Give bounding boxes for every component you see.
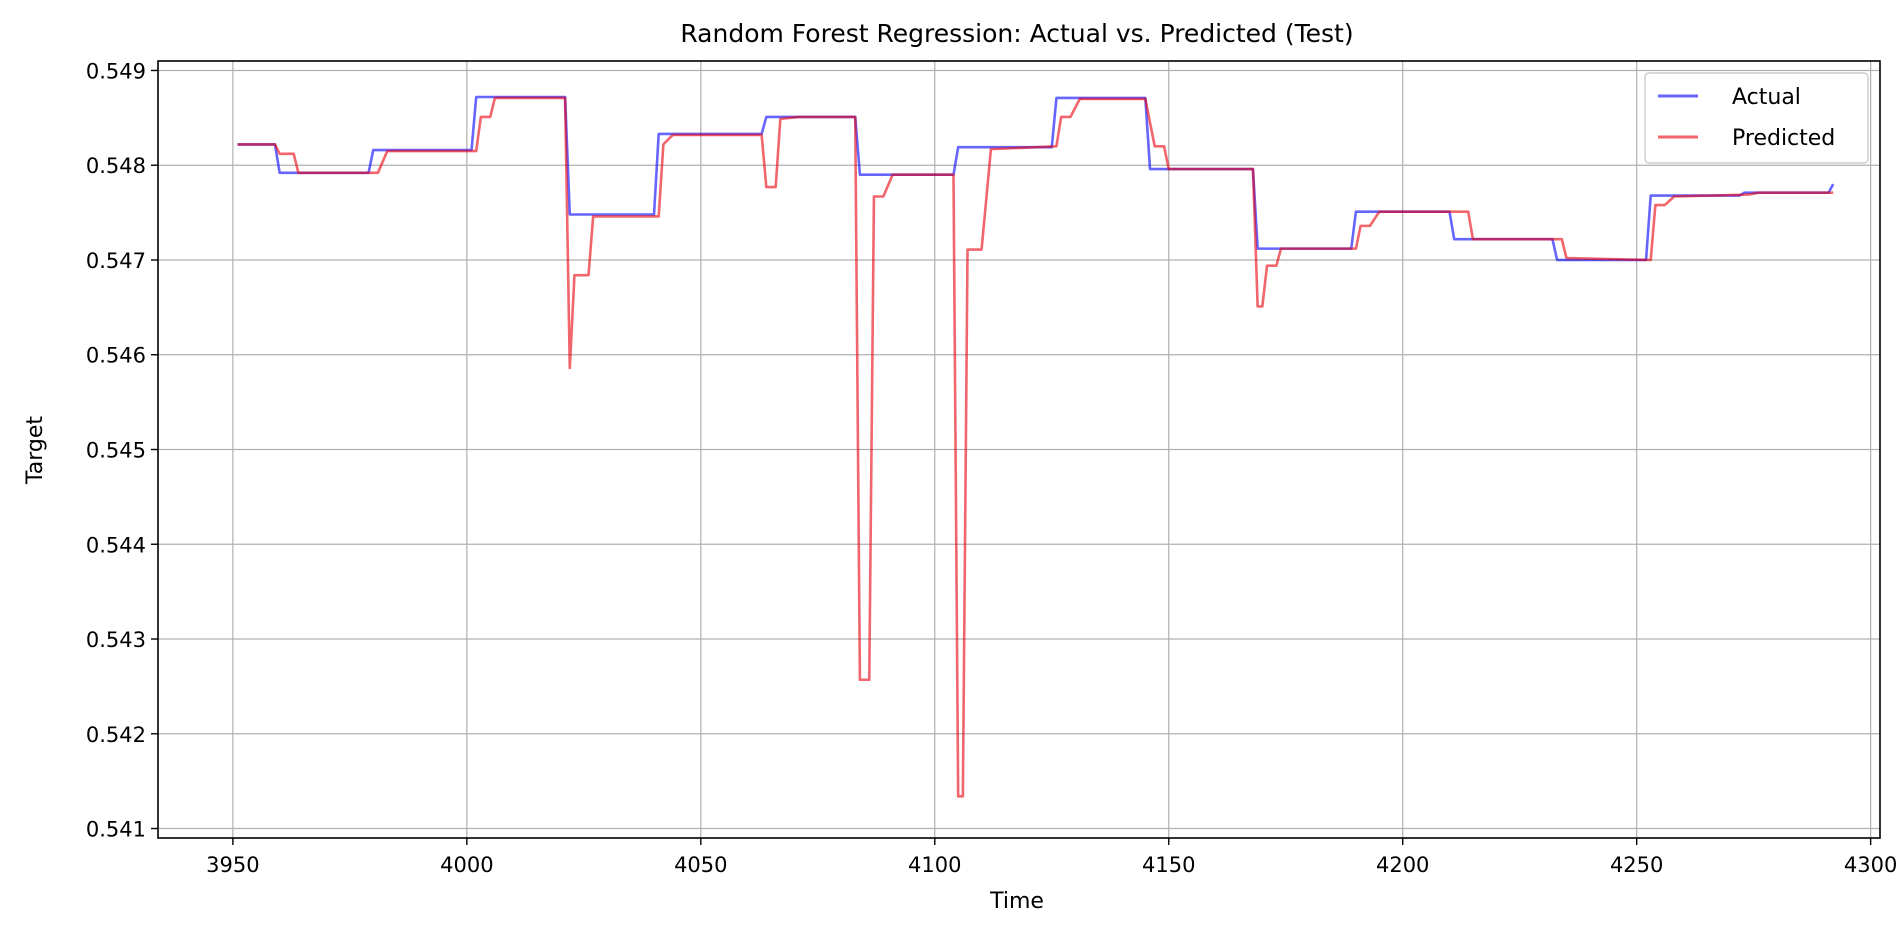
x-tick-label: 3950 [206,853,259,877]
y-tick-label: 0.546 [86,344,146,368]
y-tick-label: 0.544 [86,533,146,557]
y-tick-label: 0.541 [86,818,146,842]
x-tick-label: 4100 [908,853,961,877]
series-line-predicted [237,96,1834,798]
x-tick-label: 4050 [674,853,727,877]
axis-ticks: 3950 4000 4050 4100 4150 4200 4250 4300 0.541 0.5… [86,59,1897,877]
y-axis-label: Target [23,416,48,485]
y-tick-label: 0.547 [86,249,146,273]
legend-box [1644,72,1869,164]
x-tick-label: 4150 [1142,853,1195,877]
series-lines [237,95,1835,798]
x-tick-label: 4300 [1844,853,1897,877]
x-tick-label: 4250 [1610,853,1663,877]
x-tick-label: 4000 [440,853,493,877]
legend-predicted-label: Predicted [1732,126,1835,151]
chart-title: Random Forest Regression: Actual vs. Pre… [680,19,1353,48]
y-tick-label: 0.545 [86,439,146,463]
y-tick-label: 0.543 [86,628,146,652]
grid [158,61,1880,838]
y-tick-label: 0.548 [86,154,146,178]
legend: Actual Predicted [1644,72,1869,164]
legend-actual-label: Actual [1732,85,1801,110]
x-tick-label: 4200 [1376,853,1429,877]
x-axis-label: Time [989,889,1044,914]
y-tick-label: 0.542 [86,723,146,747]
y-tick-label: 0.549 [86,59,146,83]
